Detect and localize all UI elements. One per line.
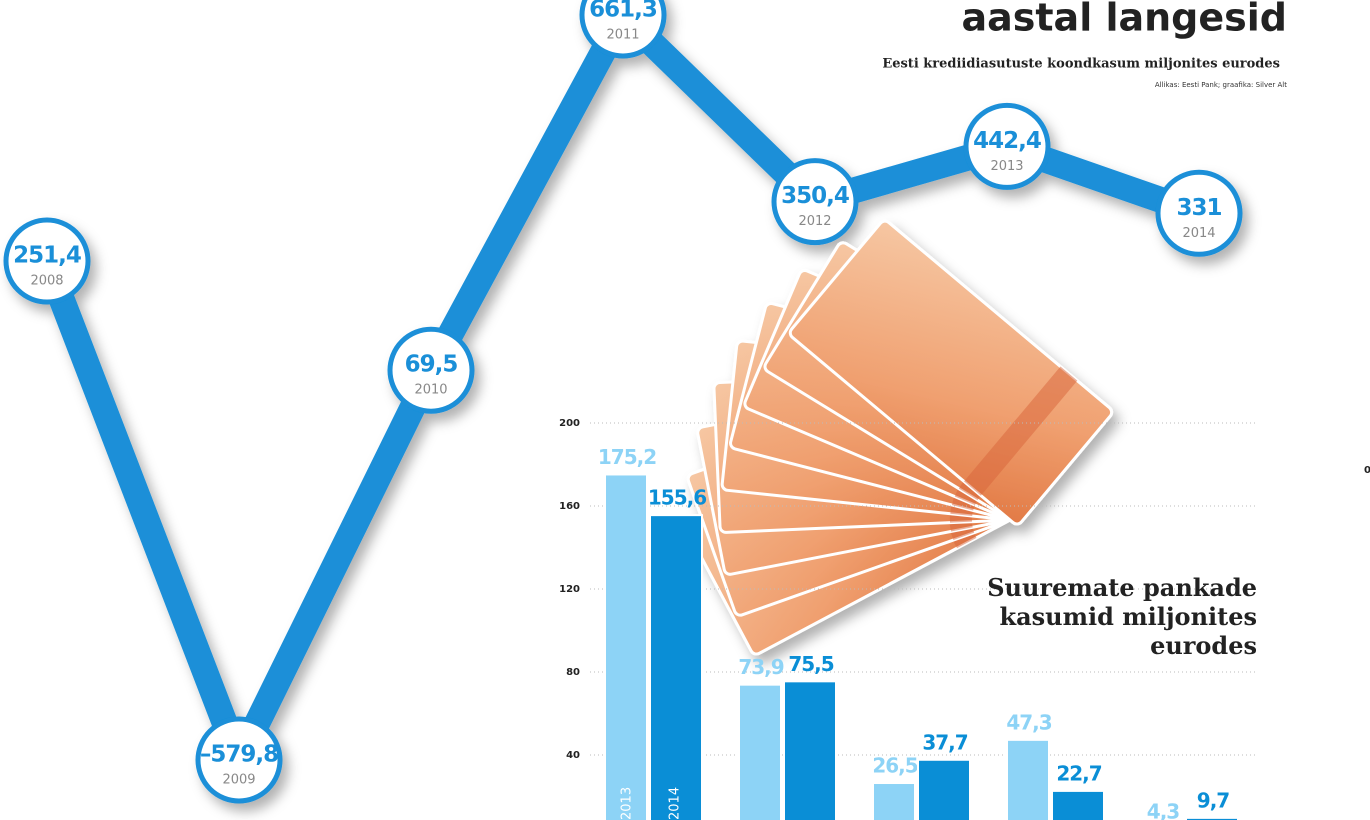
point-marker — [579, 0, 667, 59]
value-label: –579,8 — [200, 742, 278, 768]
edge-text: 0 — [1364, 465, 1370, 476]
point-marker — [963, 102, 1051, 190]
y-tick-label: 40 — [566, 750, 580, 761]
bar — [783, 680, 837, 820]
bar — [1185, 816, 1239, 820]
value-label: 331 — [1176, 195, 1221, 221]
bar — [649, 514, 703, 820]
page-title: aastal langesid — [961, 0, 1287, 40]
value-label: 22,7 — [1056, 761, 1101, 785]
bar-chart-title: Suuremate pankade kasumid miljonites eur… — [987, 573, 1257, 660]
y-tick-label: 160 — [559, 501, 580, 512]
point-marker — [1155, 169, 1243, 257]
year-label: 2011 — [606, 28, 639, 43]
bar — [872, 782, 916, 820]
bar — [604, 473, 648, 820]
point-marker — [771, 158, 859, 246]
value-label: 73,9 — [738, 655, 783, 679]
year-label: 2014 — [1182, 226, 1215, 241]
series-label: 2014 — [668, 787, 683, 820]
year-label: 2008 — [30, 274, 63, 289]
value-label: 251,4 — [13, 243, 81, 269]
y-tick-label: 120 — [559, 584, 580, 595]
year-label: 2012 — [798, 214, 831, 229]
line-subtitle: Eesti krediidiasutuste koondkasum miljon… — [882, 57, 1280, 72]
value-label: 175,2 — [598, 445, 656, 469]
euro-note — [788, 219, 1114, 526]
note-body — [788, 219, 1114, 526]
source: Allikas: Eesti Pank; graafika: Silver Al… — [1155, 81, 1287, 89]
year-label: 2010 — [414, 383, 447, 398]
value-label: 442,4 — [973, 128, 1041, 154]
bar — [917, 758, 971, 820]
value-label: 37,7 — [922, 730, 967, 754]
value-label: 75,5 — [788, 652, 833, 676]
year-label: 2013 — [990, 159, 1023, 174]
euro-notes-image — [684, 219, 1114, 656]
value-label: 155,6 — [648, 486, 706, 510]
note-band — [964, 366, 1078, 496]
line-group — [3, 0, 1243, 804]
value-label: 9,7 — [1197, 788, 1230, 812]
y-tick-label: 80 — [566, 667, 580, 678]
value-label: 350,4 — [781, 183, 849, 209]
value-label: 47,3 — [1006, 710, 1051, 734]
series-label: 2013 — [620, 787, 635, 820]
value-label: 69,5 — [405, 352, 458, 378]
value-label: 661,3 — [589, 0, 657, 23]
bar — [1051, 789, 1105, 820]
point-marker — [195, 716, 283, 804]
bar — [738, 683, 782, 820]
point-marker — [3, 217, 91, 305]
point-marker — [387, 326, 475, 414]
y-tick-label: 200 — [559, 418, 580, 429]
value-label: 4,3 — [1147, 800, 1180, 820]
year-label: 2009 — [222, 773, 255, 788]
bar — [1006, 738, 1050, 820]
value-label: 26,5 — [872, 754, 917, 778]
